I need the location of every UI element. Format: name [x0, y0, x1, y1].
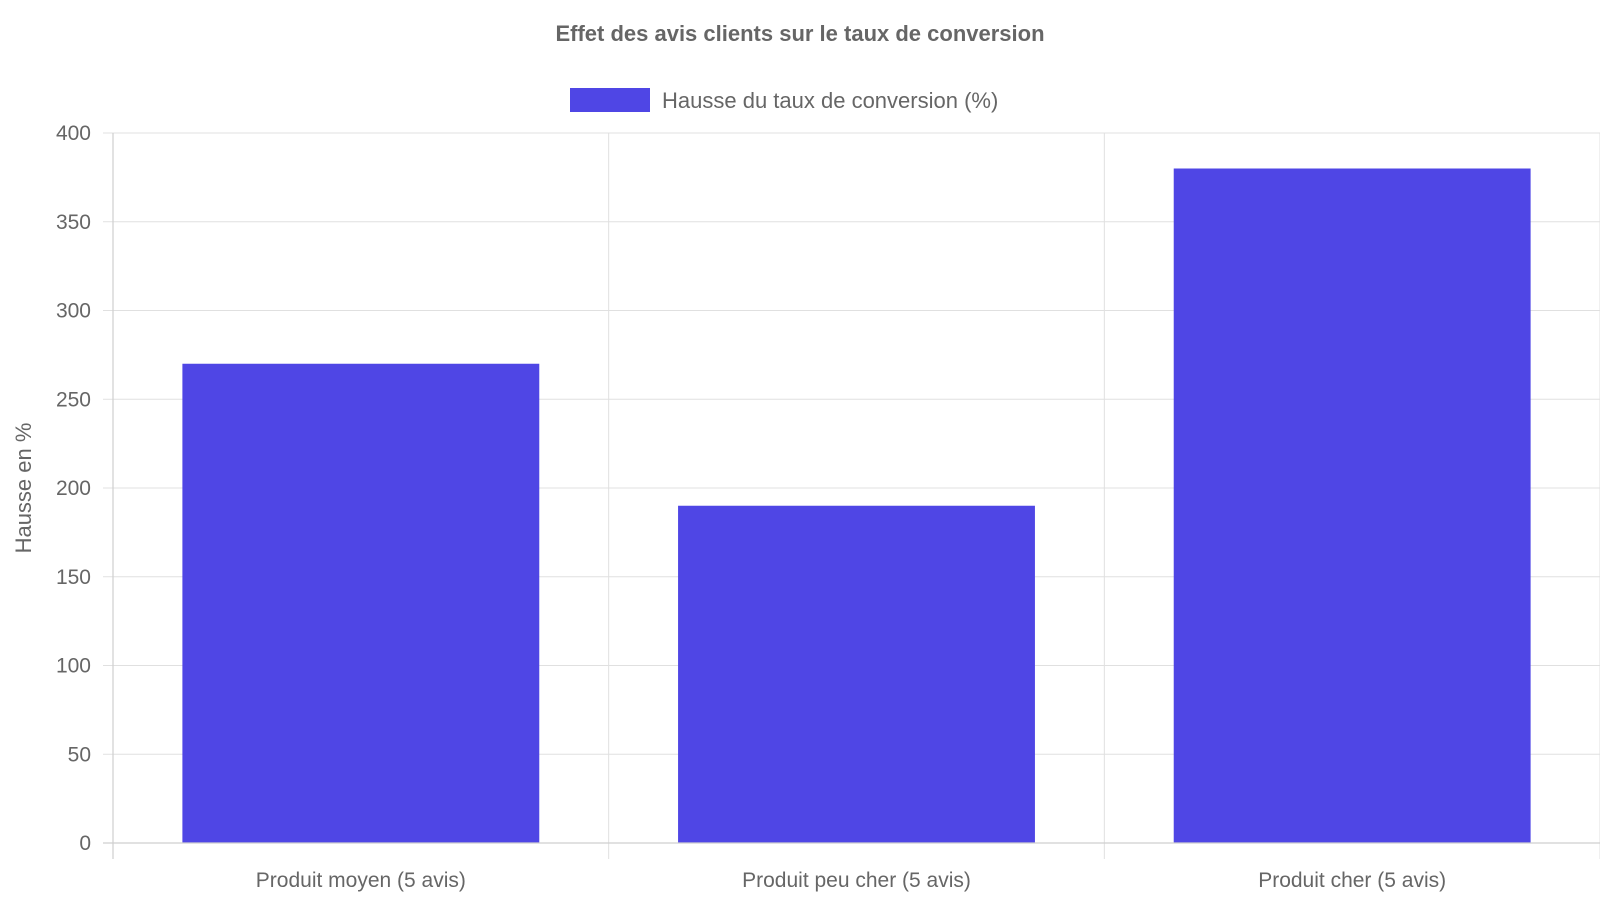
- axes: [103, 133, 1600, 859]
- legend-label: Hausse du taux de conversion (%): [662, 88, 998, 113]
- x-tick-label: Produit peu cher (5 avis): [742, 869, 971, 892]
- y-tick-label: 0: [79, 832, 91, 855]
- y-tick-label: 50: [68, 743, 91, 766]
- legend[interactable]: Hausse du taux de conversion (%): [570, 88, 998, 113]
- y-tick-label: 350: [56, 211, 91, 234]
- bars-group: [182, 168, 1531, 844]
- y-tick-label: 400: [56, 122, 91, 145]
- bar[interactable]: [182, 363, 540, 843]
- x-tick-label: Produit cher (5 avis): [1258, 869, 1446, 892]
- y-tick-label: 200: [56, 477, 91, 500]
- bar[interactable]: [1173, 168, 1531, 844]
- y-tick-label: 250: [56, 388, 91, 411]
- y-tick-label: 100: [56, 655, 91, 678]
- legend-swatch: [570, 88, 650, 112]
- y-tick-label: 150: [56, 566, 91, 589]
- x-tick-label: Produit moyen (5 avis): [256, 869, 466, 892]
- bar[interactable]: [678, 505, 1035, 843]
- y-tick-label: 300: [56, 300, 91, 323]
- y-axis-ticks: 0 50 100 150 200 250 300 350 400: [56, 122, 91, 855]
- x-axis-ticks: Produit moyen (5 avis) Produit peu cher (…: [256, 869, 1446, 892]
- y-axis-label: Hausse en %: [11, 423, 36, 554]
- chart-title: Effet des avis clients sur le taux de co…: [555, 21, 1044, 46]
